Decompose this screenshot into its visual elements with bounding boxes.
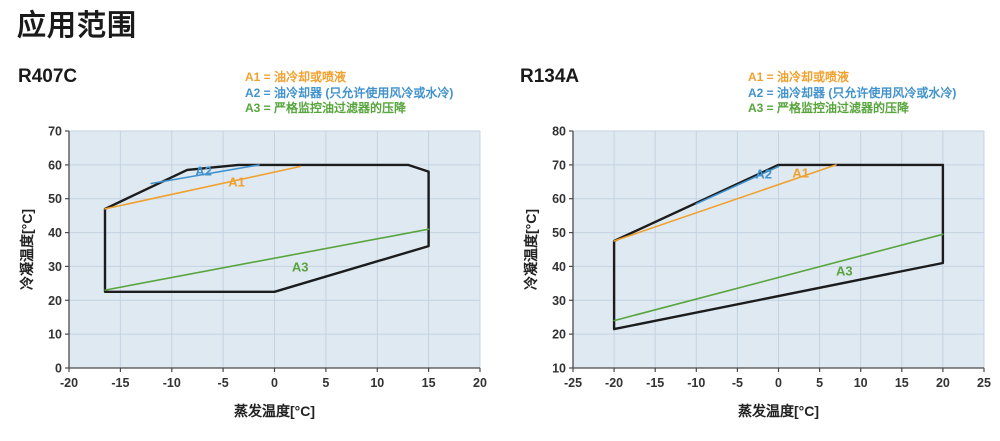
series-label-A3: A3: [292, 260, 309, 275]
series-envelope: [612, 163, 945, 331]
legend-item-a3: A3 = 严格监控油过滤器的压降: [748, 101, 910, 115]
y-tick-label: 10: [552, 362, 566, 376]
series-line-A3: [613, 233, 944, 322]
series-line-A2: [695, 165, 780, 205]
series-label-A1: A1: [792, 166, 809, 181]
chart-title-r134a: R134A: [520, 66, 580, 87]
x-tick-label: -5: [218, 376, 229, 390]
series-label-A1: A1: [228, 174, 245, 189]
series-line-A1: [104, 165, 302, 210]
legend-item-a1: A1 = 油冷却或喷液: [748, 70, 850, 84]
y-tick-label: 70: [552, 158, 566, 172]
y-tick-label: 10: [48, 328, 62, 342]
x-tick-label: 10: [854, 376, 868, 390]
x-tick-label: 15: [895, 376, 909, 390]
y-tick-label: 30: [552, 294, 566, 308]
y-tick-label: 50: [552, 226, 566, 240]
legend-r407c: A1 = 油冷却或喷液 A2 = 油冷却器 (只允许使用风冷或水冷) A3 = …: [245, 70, 453, 117]
x-axis-title: 蒸发温度[°C]: [234, 403, 315, 419]
x-tick-label: 0: [775, 376, 782, 390]
series-envelope: [103, 163, 430, 294]
series-line-A2: [150, 164, 260, 185]
legend-r134a: A1 = 油冷却或喷液 A2 = 油冷却器 (只允许使用风冷或水冷) A3 = …: [748, 70, 956, 117]
series-label-A2: A2: [195, 164, 212, 179]
series-label-A2: A2: [755, 167, 772, 182]
x-tick-label: -5: [732, 376, 743, 390]
x-axis-title: 蒸发温度[°C]: [738, 403, 819, 419]
x-tick-label: 20: [473, 376, 487, 390]
x-tick-label: -15: [646, 376, 664, 390]
x-tick-label: -20: [605, 376, 623, 390]
legend-item-a3: A3 = 严格监控油过滤器的压降: [245, 101, 407, 115]
chart-r134a: -25 -20 -15 -10 -5 0 5 10 15 20 25 10 20 30 40 50 60 70 80…: [523, 125, 991, 420]
x-tick-label: 10: [370, 376, 384, 390]
x-tick-label: -20: [60, 376, 78, 390]
y-tick-label: 0: [55, 362, 62, 376]
page-title: 应用范围: [17, 10, 138, 42]
y-tick-label: 60: [552, 192, 566, 206]
y-tick-label: 40: [48, 226, 62, 240]
x-tick-label: 0: [271, 376, 278, 390]
legend-item-a1: A1 = 油冷却或喷液: [245, 70, 347, 84]
series-label-A3: A3: [836, 264, 853, 279]
y-tick-label: 70: [48, 125, 62, 139]
x-tick-label: 20: [936, 376, 950, 390]
x-tick-label: -10: [687, 376, 705, 390]
y-axis-title: 冷凝温度[°C]: [523, 209, 539, 290]
x-tick-label: -15: [111, 376, 129, 390]
y-tick-label: 50: [48, 192, 62, 206]
x-tick-label: 25: [977, 376, 991, 390]
x-tick-label: -25: [564, 376, 582, 390]
x-tick-label: 5: [322, 376, 329, 390]
y-axis-title: 冷凝温度[°C]: [19, 209, 35, 290]
y-tick-label: 60: [48, 158, 62, 172]
y-tick-label: 40: [552, 260, 566, 274]
y-tick-label: 20: [552, 328, 566, 342]
chart-title-r407c: R407C: [18, 66, 78, 87]
y-tick-label: 30: [48, 260, 62, 274]
x-tick-label: 5: [816, 376, 823, 390]
series-line-A3: [104, 228, 430, 291]
chart-r407c: -20 -15 -10 -5 0 5 10 15 20 0 10 20 30 40 50 60 70 A1 A2 A3…: [19, 125, 487, 420]
y-tick-label: 80: [552, 125, 566, 139]
y-tick-label: 20: [48, 294, 62, 308]
x-tick-label: -10: [163, 376, 181, 390]
x-tick-label: 15: [422, 376, 436, 390]
legend-item-a2: A2 = 油冷却器 (只允许使用风冷或水冷): [748, 85, 957, 100]
series-line-A1: [613, 164, 837, 242]
legend-item-a2: A2 = 油冷却器 (只允许使用风冷或水冷): [245, 85, 454, 100]
